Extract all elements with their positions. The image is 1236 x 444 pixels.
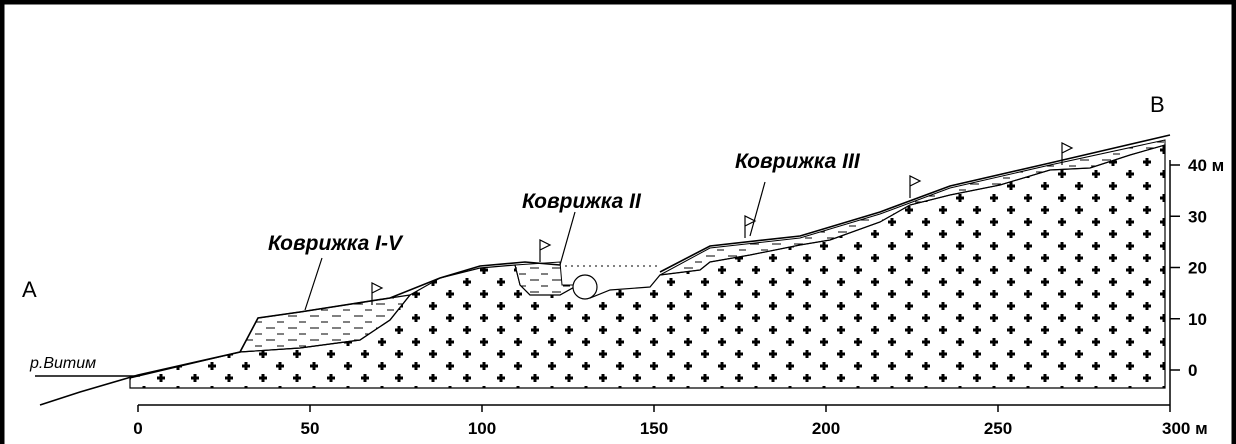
y-tick-label: 40 м: [1188, 156, 1224, 175]
start-label: A: [22, 277, 37, 302]
y-tick-label: 0: [1188, 361, 1197, 380]
y-tick-label: 30: [1188, 207, 1207, 226]
x-tick-label: 0: [133, 419, 142, 438]
x-tick-label: 50: [301, 419, 320, 438]
x-tick-label: 200: [812, 419, 840, 438]
river-label: р.Витим: [29, 355, 96, 372]
sediment: [515, 262, 578, 295]
channel: [573, 275, 597, 299]
x-tick-label: 150: [640, 419, 668, 438]
end-label: B: [1150, 92, 1165, 117]
y-tick-label: 10: [1188, 310, 1207, 329]
x-tick-label: 300 м: [1162, 419, 1208, 438]
site-label: Коврижка I-V: [268, 232, 404, 255]
x-tick-label: 100: [468, 419, 496, 438]
profile: [35, 135, 1170, 405]
site-label: Коврижка III: [735, 150, 861, 173]
cross-section: Коврижка I-V Коврижка II Коврижка III A …: [0, 0, 1236, 444]
x-tick-label: 250: [984, 419, 1012, 438]
y-tick-label: 20: [1188, 259, 1207, 278]
site-label: Коврижка II: [522, 190, 642, 213]
